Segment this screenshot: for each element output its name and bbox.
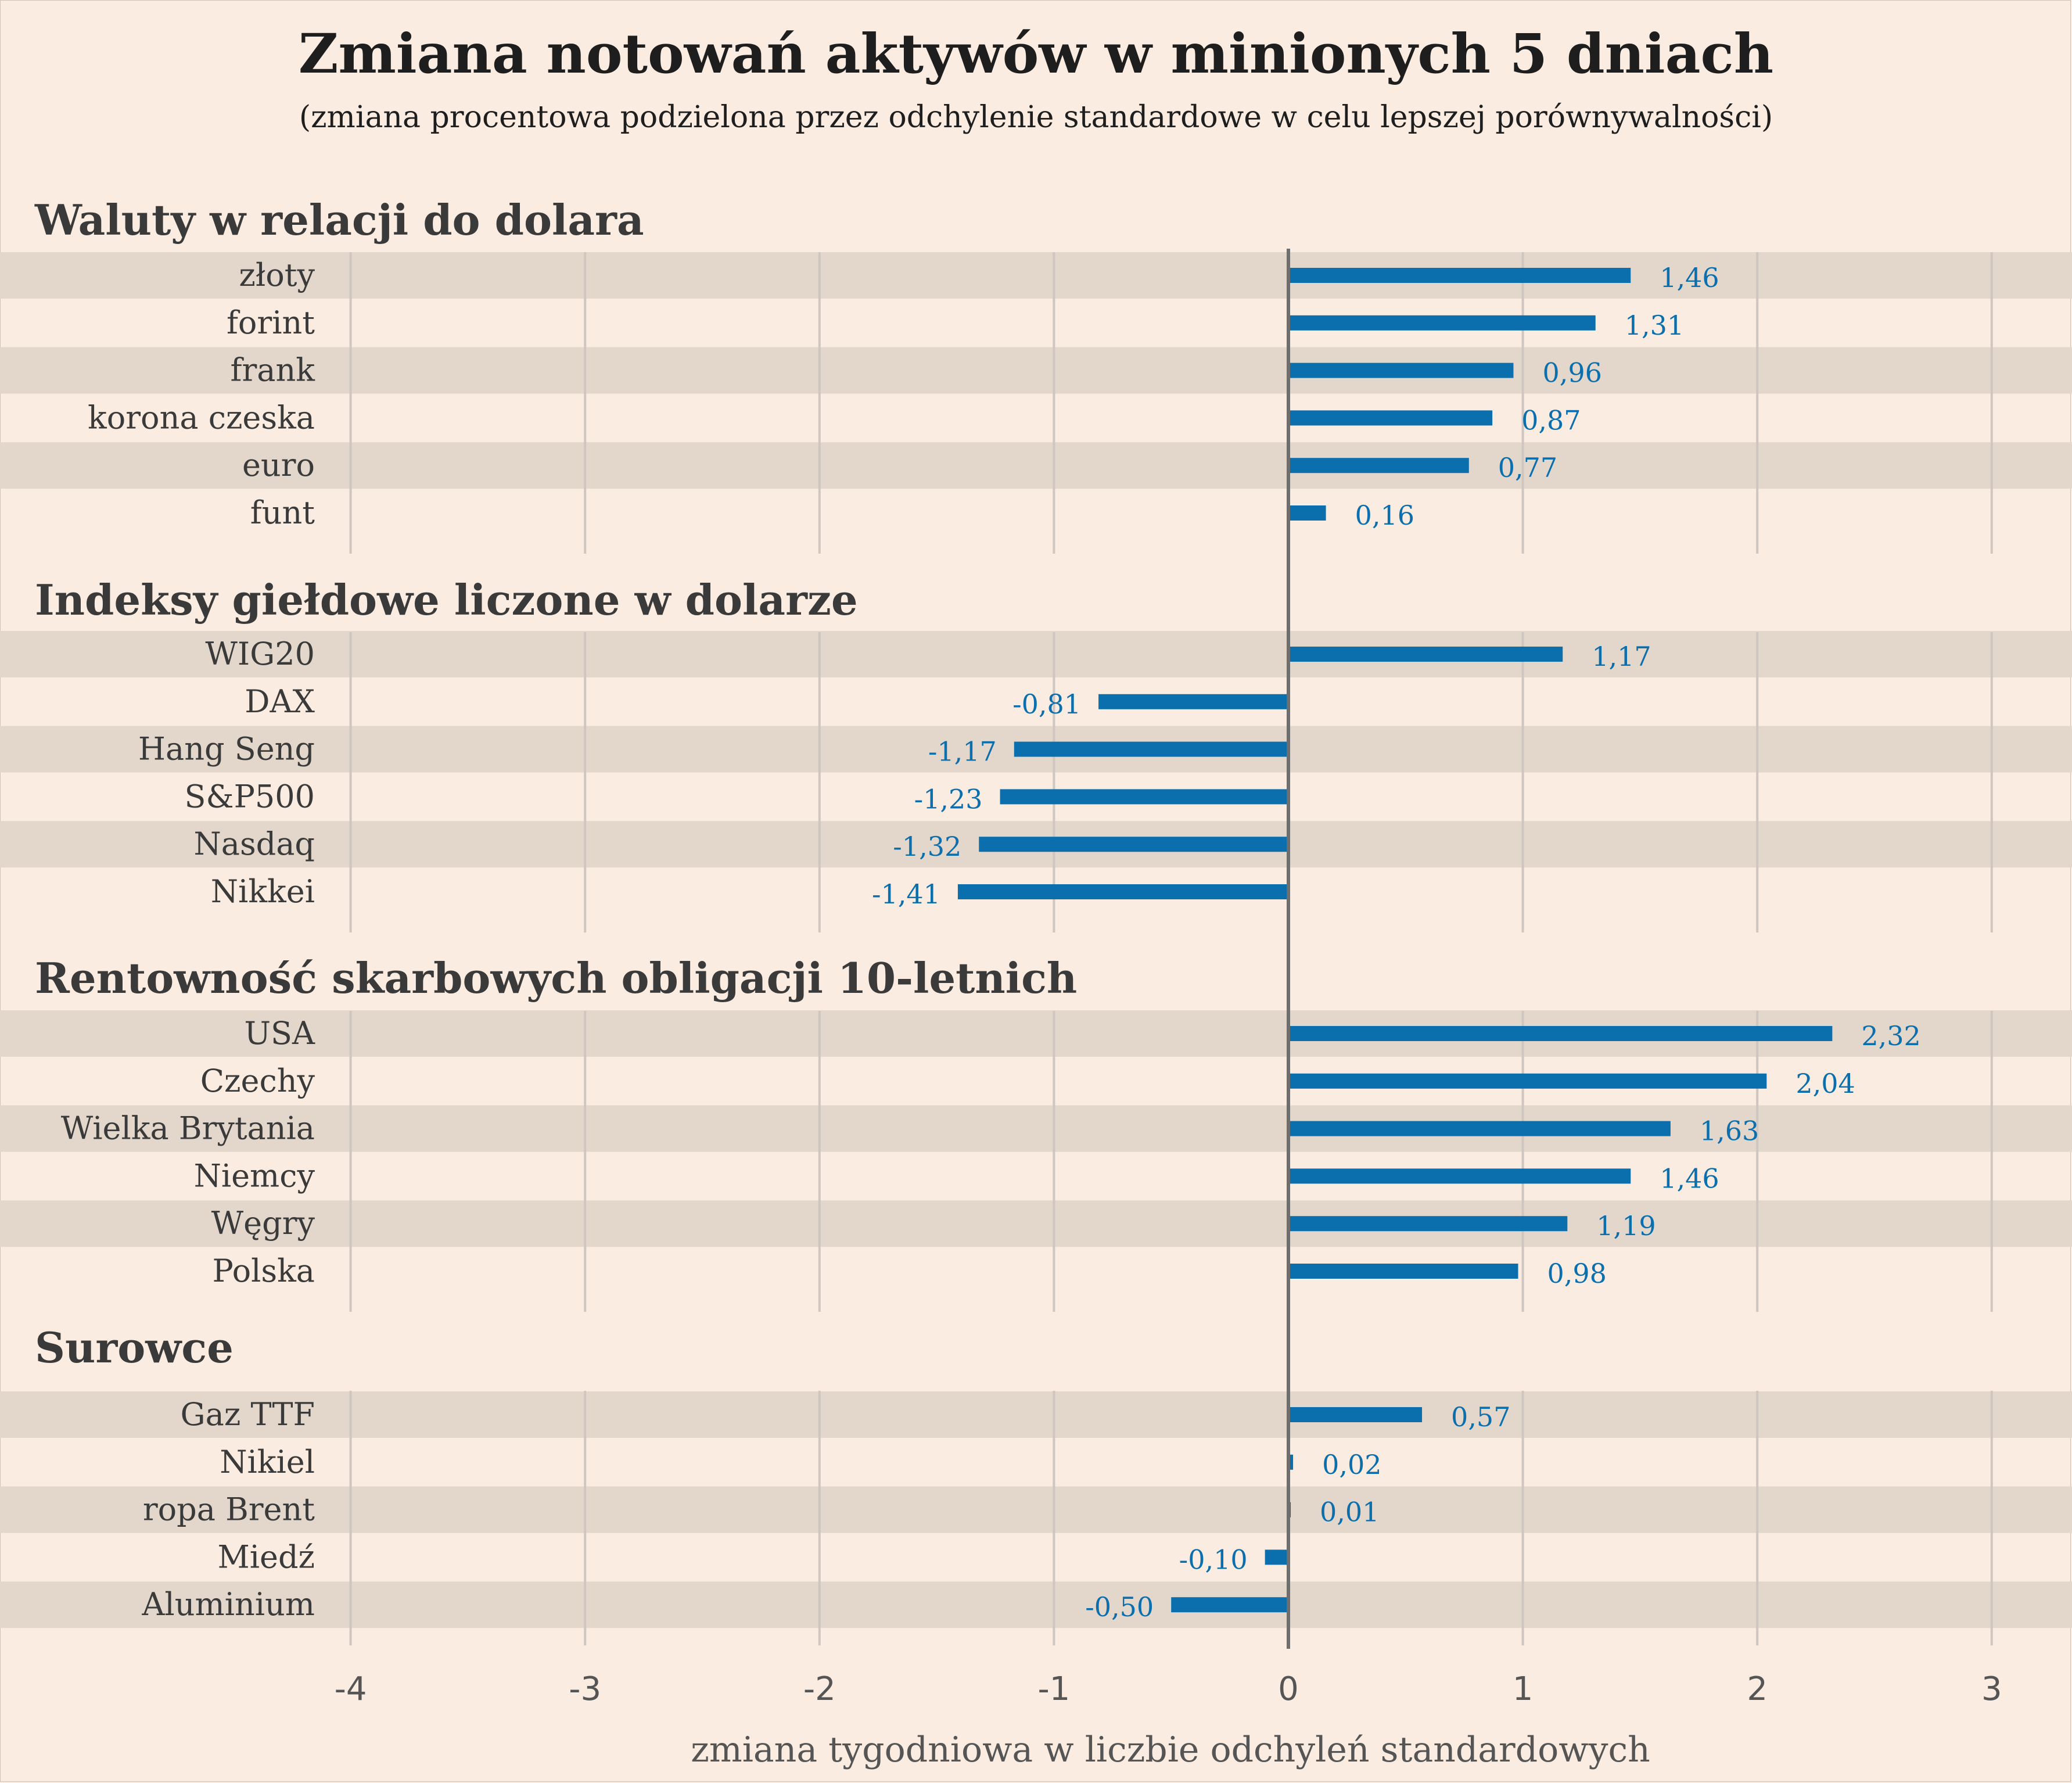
x-tick-label: 3 xyxy=(1981,1670,2002,1708)
row-band xyxy=(0,1581,2072,1628)
row-band xyxy=(0,1200,2072,1247)
row-band xyxy=(0,1486,2072,1533)
category-label: Czechy xyxy=(200,1063,315,1099)
row-band xyxy=(0,252,2072,299)
category-label: frank xyxy=(231,352,316,389)
bar xyxy=(1000,789,1288,805)
bar xyxy=(1288,410,1493,426)
bar xyxy=(1288,1264,1518,1279)
category-label: korona czeska xyxy=(88,399,315,436)
category-label: Węgry xyxy=(211,1205,315,1242)
x-tick-label: -4 xyxy=(335,1670,367,1708)
group-title: Rentowność skarbowych obligacji 10-letni… xyxy=(35,953,1077,1003)
data-label: -0,10 xyxy=(1179,1544,1248,1575)
data-label: 1,63 xyxy=(1700,1115,1759,1147)
data-label: 1,17 xyxy=(1592,641,1651,672)
category-label: WIG20 xyxy=(205,636,315,672)
category-label: Niemcy xyxy=(194,1157,315,1194)
x-tick-label: -3 xyxy=(569,1670,601,1708)
category-label: Miedź xyxy=(217,1538,315,1575)
category-label: Wielka Brytania xyxy=(61,1110,315,1147)
x-tick-label: -2 xyxy=(803,1670,836,1708)
category-label: S&P500 xyxy=(185,778,315,815)
x-tick-label: -1 xyxy=(1037,1670,1070,1708)
category-label: USA xyxy=(245,1015,316,1052)
data-label: 2,32 xyxy=(1861,1020,1920,1052)
bar xyxy=(1288,505,1326,521)
data-label: 0,57 xyxy=(1451,1401,1510,1433)
bar xyxy=(1288,1026,1833,1041)
data-label: 2,04 xyxy=(1796,1068,1855,1099)
data-label: -1,23 xyxy=(914,783,983,815)
data-label: 0,02 xyxy=(1322,1449,1381,1480)
bar xyxy=(1288,1121,1671,1136)
category-label: DAX xyxy=(245,683,315,720)
data-label: 0,77 xyxy=(1498,452,1557,483)
bar xyxy=(957,884,1288,899)
data-label: 0,01 xyxy=(1320,1497,1379,1528)
row-band xyxy=(0,347,2072,394)
bar xyxy=(1265,1549,1288,1565)
data-label: 1,46 xyxy=(1660,262,1719,293)
data-label: 1,19 xyxy=(1596,1210,1656,1242)
x-tick-label: 2 xyxy=(1747,1670,1768,1708)
x-tick-label: 0 xyxy=(1278,1670,1299,1708)
category-label: złoty xyxy=(239,257,315,293)
bar xyxy=(1288,1454,1294,1470)
bar xyxy=(1288,1216,1568,1232)
data-label: 0,87 xyxy=(1521,404,1581,436)
bar xyxy=(1288,268,1631,283)
chart-subtitle: (zmiana procentowa podzielona przez odch… xyxy=(299,100,1773,135)
x-axis-label: zmiana tygodniowa w liczbie odchyleń sta… xyxy=(691,1730,1650,1770)
bar xyxy=(979,837,1288,852)
category-label: Nikiel xyxy=(220,1444,315,1480)
category-label: Hang Seng xyxy=(138,731,315,767)
data-label: -0,81 xyxy=(1012,688,1081,720)
group-title: Waluty w relacji do dolara xyxy=(34,195,644,245)
data-label: -0,50 xyxy=(1085,1591,1154,1623)
row-band xyxy=(0,1105,2072,1152)
category-label: funt xyxy=(250,494,315,531)
row-band xyxy=(0,1391,2072,1438)
bar xyxy=(1288,363,1514,378)
bar xyxy=(1288,647,1563,662)
data-label: 0,96 xyxy=(1542,357,1601,389)
group-title: Indeksy giełdowe liczone w dolarze xyxy=(35,575,858,625)
data-label: -1,41 xyxy=(872,878,940,910)
category-label: euro xyxy=(242,447,315,483)
data-label: 0,16 xyxy=(1355,500,1414,531)
data-label: -1,17 xyxy=(928,736,997,767)
bar xyxy=(1098,694,1288,709)
x-tick-label: 1 xyxy=(1513,1670,1534,1708)
bar xyxy=(1288,315,1596,331)
data-label: 0,98 xyxy=(1547,1258,1607,1289)
group-title: Surowce xyxy=(35,1323,234,1372)
category-label: ropa Brent xyxy=(143,1491,315,1528)
bar xyxy=(1014,741,1288,757)
row-band xyxy=(0,631,2072,677)
data-label: 1,46 xyxy=(1660,1163,1719,1194)
row-band xyxy=(0,442,2072,489)
data-label: 1,31 xyxy=(1625,310,1684,341)
category-label: Gaz TTF xyxy=(181,1396,315,1433)
chart-title: Zmiana notowań aktywów w minionych 5 dni… xyxy=(298,22,1774,86)
bar xyxy=(1288,1407,1423,1422)
bar xyxy=(1288,458,1469,473)
category-label: Polska xyxy=(212,1253,315,1289)
data-label: -1,32 xyxy=(893,831,961,862)
category-label: Aluminium xyxy=(141,1586,315,1623)
category-label: forint xyxy=(227,304,315,341)
category-label: Nasdaq xyxy=(194,826,315,862)
category-label: Nikkei xyxy=(211,873,315,910)
bar xyxy=(1171,1597,1288,1613)
bar xyxy=(1288,1168,1631,1184)
bar xyxy=(1288,1073,1767,1089)
